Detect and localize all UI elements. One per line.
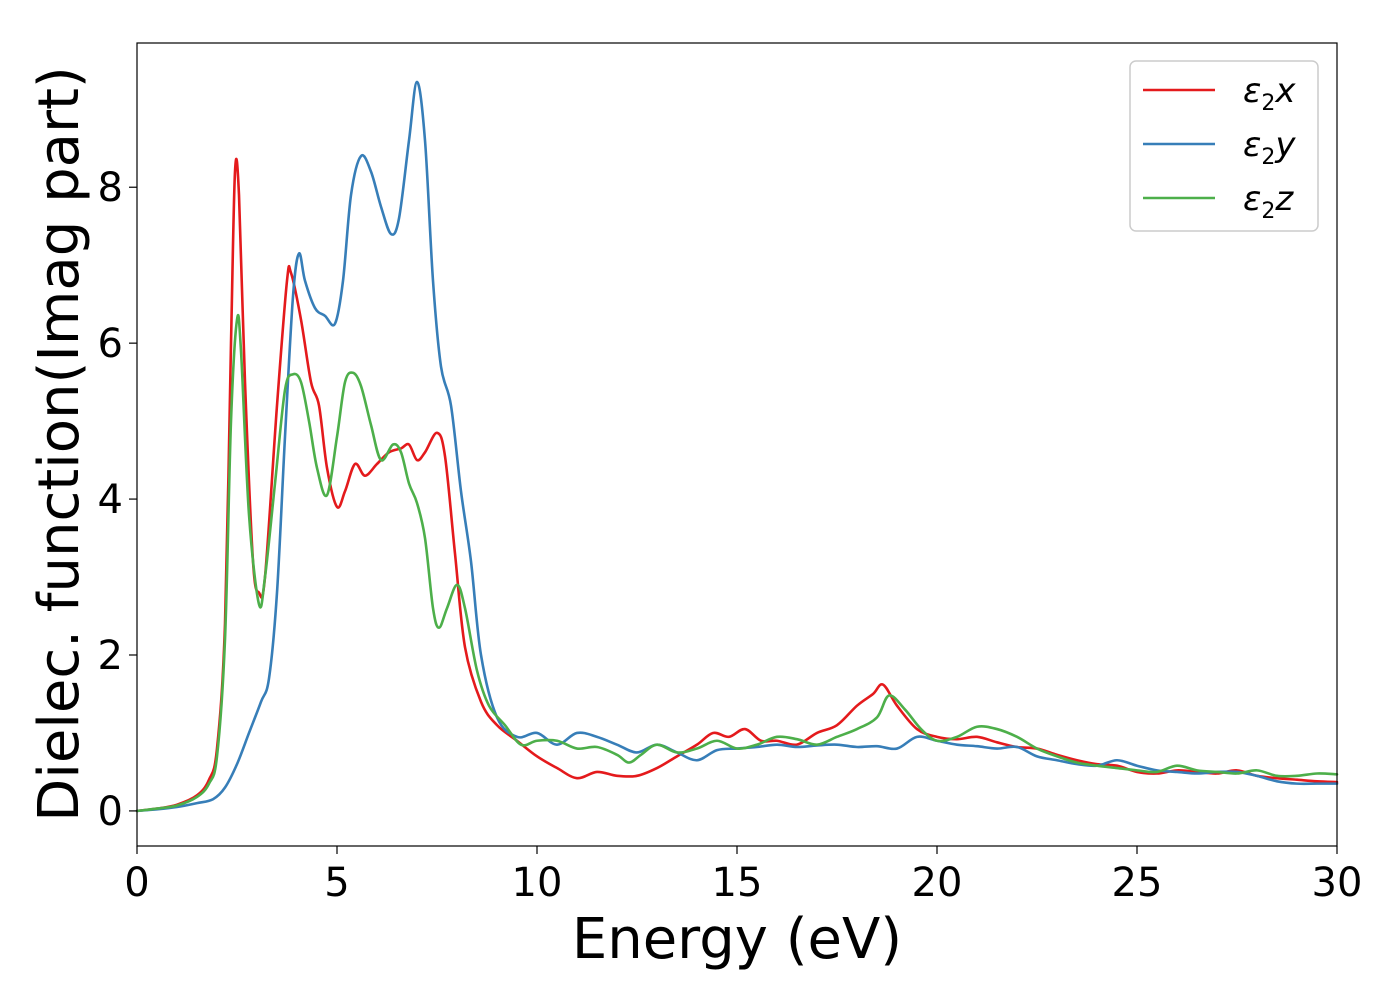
series-line-z: [135, 313, 1339, 813]
x-tick-label: 15: [712, 860, 763, 906]
y-axis-title: Dielec. function(Imag part): [27, 66, 92, 822]
legend-box: [1129, 60, 1319, 232]
x-tick-label: 10: [512, 860, 563, 906]
x-tick-label: 30: [1312, 860, 1363, 906]
x-axis-title: Energy (eV): [572, 907, 902, 972]
x-tick-label: 0: [124, 860, 149, 906]
x-axis-ticks: 0 5 10 15 20 25 30: [124, 846, 1362, 906]
legend-label-y: ε2y: [1243, 125, 1296, 170]
y-tick-label: 2: [98, 633, 123, 679]
plot-lines: [135, 80, 1339, 813]
legend-label-z: ε2z: [1243, 179, 1294, 224]
y-tick-label: 4: [98, 477, 123, 523]
legend: ε2x ε2y ε2z: [1129, 60, 1319, 232]
x-tick-label: 25: [1112, 860, 1163, 906]
y-tick-label: 6: [98, 321, 123, 367]
series-line-y: [135, 80, 1339, 813]
y-tick-label: 0: [98, 789, 123, 835]
legend-label-x: ε2x: [1243, 71, 1296, 116]
x-tick-label: 5: [324, 860, 349, 906]
y-tick-label: 8: [98, 165, 123, 211]
x-tick-label: 20: [912, 860, 963, 906]
y-axis-ticks: 0 2 4 6 8: [98, 165, 137, 835]
series-line-x: [135, 157, 1339, 813]
